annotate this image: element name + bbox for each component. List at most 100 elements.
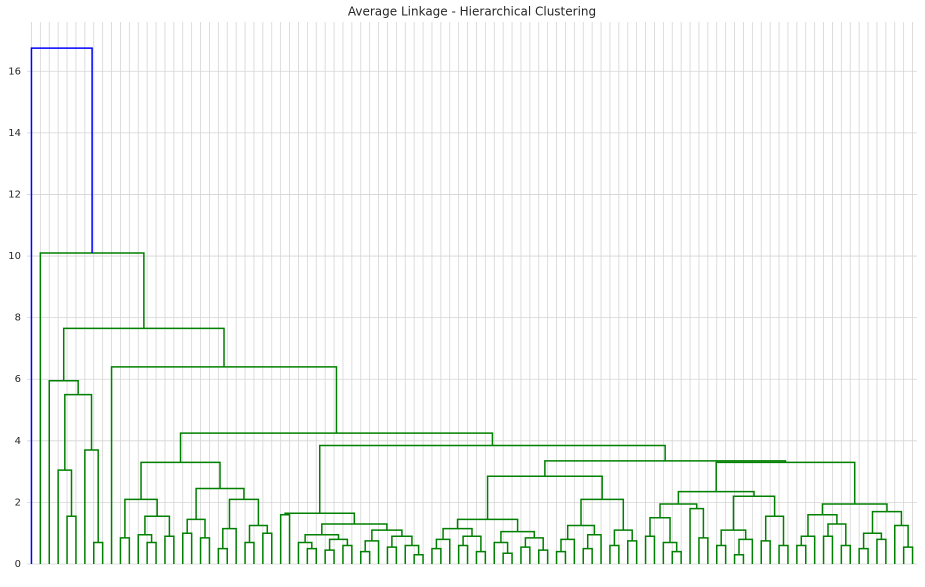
y-tick-label: 10	[8, 251, 21, 262]
link	[199, 537, 211, 564]
link	[760, 540, 771, 564]
link	[342, 544, 353, 564]
link	[716, 544, 727, 564]
link	[146, 541, 157, 564]
link	[371, 529, 403, 541]
link	[894, 524, 909, 564]
link	[64, 393, 93, 471]
link	[738, 538, 754, 564]
link	[520, 546, 531, 564]
link	[538, 549, 549, 564]
link	[48, 380, 79, 564]
link	[609, 544, 620, 564]
link	[796, 544, 807, 564]
link	[321, 523, 388, 535]
link	[840, 544, 851, 564]
link	[677, 490, 755, 504]
link	[876, 538, 887, 564]
link	[182, 532, 193, 564]
link	[733, 554, 745, 564]
y-tick-label: 14	[8, 128, 21, 139]
link	[486, 475, 603, 520]
link	[248, 524, 269, 543]
link	[364, 540, 380, 564]
link	[800, 535, 816, 564]
link	[613, 529, 633, 546]
link	[124, 498, 158, 538]
y-tick-label: 16	[8, 66, 21, 77]
link	[140, 461, 221, 500]
link	[306, 547, 317, 564]
link	[871, 510, 903, 534]
link	[689, 507, 705, 564]
y-tick-label: 12	[8, 189, 21, 200]
link	[560, 538, 576, 564]
link	[858, 547, 869, 564]
link	[39, 252, 145, 564]
link	[502, 552, 513, 564]
link	[544, 460, 787, 477]
link	[404, 544, 420, 564]
link	[671, 550, 682, 564]
link	[715, 461, 856, 504]
link	[62, 327, 225, 381]
link	[297, 541, 313, 564]
link	[137, 533, 153, 564]
link	[698, 537, 709, 564]
link	[217, 547, 228, 564]
link	[649, 517, 671, 543]
link	[862, 532, 883, 549]
link	[413, 554, 424, 564]
link	[627, 540, 638, 564]
link	[144, 515, 171, 537]
link	[244, 541, 255, 564]
link	[822, 535, 834, 564]
link	[555, 550, 567, 564]
link	[500, 530, 536, 543]
link	[324, 549, 335, 564]
link	[720, 529, 747, 546]
link	[462, 535, 482, 552]
link	[827, 523, 847, 546]
link	[318, 444, 666, 514]
link	[732, 495, 776, 531]
link	[821, 503, 888, 515]
link	[431, 547, 442, 564]
link	[57, 469, 73, 564]
link	[84, 449, 99, 564]
link	[566, 524, 596, 540]
link	[66, 515, 77, 564]
link	[456, 518, 519, 532]
link	[304, 533, 340, 543]
link	[164, 535, 175, 564]
y-tick-label: 6	[15, 374, 21, 385]
link	[228, 498, 260, 529]
link	[360, 550, 371, 564]
link	[435, 538, 451, 564]
link	[119, 537, 131, 564]
link	[186, 518, 206, 538]
link	[284, 512, 356, 524]
link	[902, 546, 914, 564]
chart-title: Average Linkage - Hierarchical Clusterin…	[348, 5, 596, 19]
link	[580, 498, 625, 531]
link	[328, 538, 349, 551]
y-tick-label: 0	[15, 559, 21, 570]
link	[222, 527, 237, 564]
link	[30, 47, 93, 564]
link	[93, 541, 104, 564]
link	[475, 550, 487, 564]
link	[524, 537, 544, 551]
link	[386, 546, 398, 564]
y-tick-label: 2	[15, 497, 21, 508]
link	[279, 513, 291, 564]
link	[778, 544, 789, 564]
link	[659, 503, 698, 518]
link	[644, 535, 656, 564]
y-tick-label: 8	[15, 313, 21, 324]
link	[195, 487, 245, 520]
link	[582, 547, 593, 564]
link	[662, 541, 678, 564]
link	[457, 544, 469, 564]
